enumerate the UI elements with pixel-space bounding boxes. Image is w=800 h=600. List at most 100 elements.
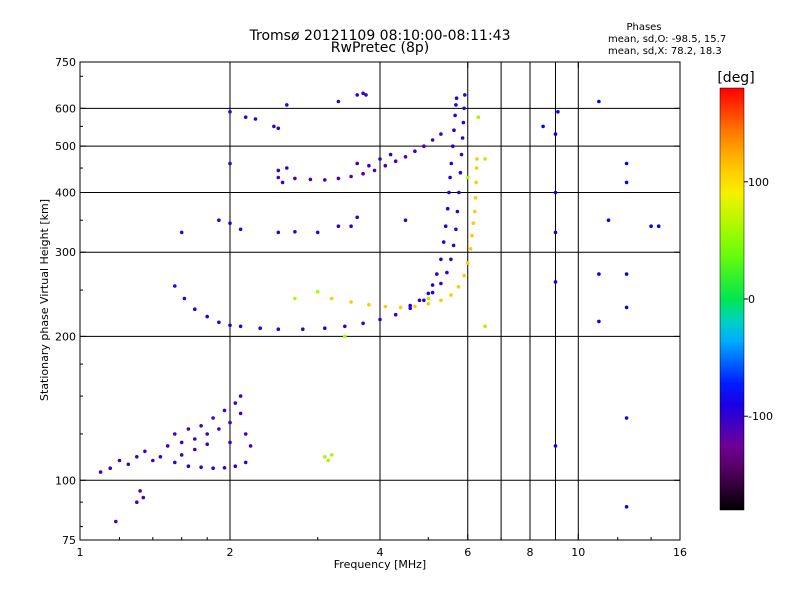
data-point (474, 166, 479, 170)
data-point (228, 221, 232, 225)
data-point (361, 91, 365, 96)
x-tick-label: 6 (464, 546, 471, 559)
data-point (243, 460, 248, 465)
data-point (222, 466, 227, 470)
x-tick-label: 10 (571, 546, 585, 559)
x-tick-label: 16 (673, 546, 687, 559)
data-point (408, 303, 413, 308)
data-point (483, 157, 487, 161)
data-point (556, 110, 560, 114)
data-point (388, 152, 393, 157)
data-point (349, 174, 353, 179)
data-point (372, 168, 377, 173)
data-point (413, 304, 417, 309)
data-point (454, 227, 458, 232)
data-point (233, 401, 238, 405)
colorbar-tick-label: -100 (748, 410, 773, 423)
data-point (474, 180, 479, 185)
colorbar-bar (719, 87, 745, 511)
grid-layer (80, 62, 680, 540)
data-point (238, 394, 243, 398)
data-point (217, 320, 221, 325)
x-tick-label: 8 (527, 546, 534, 559)
data-point (355, 215, 360, 220)
data-point (238, 324, 243, 329)
data-point (193, 447, 197, 452)
data-point (541, 124, 545, 129)
axes-layer: 1 2 4 6 8 10 16 75 100 200 300 400 500 600 750 (55, 56, 687, 559)
data-point (475, 157, 479, 161)
data-point (624, 272, 629, 276)
data-point (393, 312, 398, 317)
data-point (413, 149, 417, 153)
data-point (383, 304, 388, 309)
data-point (117, 458, 122, 463)
data-point (138, 489, 142, 493)
data-point (422, 298, 426, 303)
data-point (165, 444, 170, 448)
data-point (361, 171, 365, 176)
data-point (193, 307, 197, 312)
data-point (445, 206, 450, 211)
data-point (143, 449, 147, 454)
data-point (186, 427, 191, 431)
data-point (367, 163, 371, 168)
data-point (315, 289, 320, 294)
data-point (276, 175, 281, 180)
y-tick-label: 500 (55, 140, 76, 153)
data-point (179, 230, 184, 235)
data-point (624, 505, 629, 509)
data-point (228, 161, 232, 166)
data-point (276, 126, 281, 131)
data-point (343, 334, 347, 339)
data-point (276, 230, 281, 235)
colorbar-tick-label: 0 (748, 293, 755, 306)
data-point (465, 261, 470, 265)
x-tick-label: 1 (77, 546, 84, 559)
data-point (398, 305, 403, 310)
data-point (451, 144, 455, 148)
data-point (403, 218, 408, 222)
data-point (471, 221, 476, 225)
data-point (211, 416, 215, 420)
data-point (606, 218, 611, 222)
data-point (98, 470, 103, 474)
data-point (460, 136, 465, 140)
data-point (553, 230, 558, 235)
data-point (280, 180, 285, 185)
data-point (211, 466, 215, 471)
data-point (108, 466, 112, 471)
data-point (323, 455, 327, 459)
points-layer (98, 91, 661, 524)
data-point (199, 465, 203, 470)
data-point (462, 273, 466, 278)
data-point (426, 291, 431, 296)
data-point (336, 176, 341, 181)
data-point (439, 257, 443, 262)
data-point (336, 99, 341, 104)
data-point (323, 178, 327, 182)
data-point (173, 284, 177, 288)
data-point (205, 314, 209, 319)
stats-title: Phases (626, 22, 661, 33)
data-point (454, 103, 458, 107)
data-point (179, 453, 184, 457)
data-point (473, 209, 477, 214)
y-axis-label: Stationary phase Virtual Height [km] (38, 199, 51, 401)
data-point (329, 453, 334, 457)
data-point (624, 180, 629, 185)
data-point (470, 233, 474, 238)
data-point (179, 440, 184, 445)
data-point (597, 272, 601, 276)
data-point (349, 224, 353, 228)
x-tick-label: 4 (377, 546, 384, 559)
data-point (455, 209, 460, 214)
data-point (205, 432, 209, 436)
data-point (308, 177, 313, 182)
colorbar: 100 0 -100 (719, 87, 773, 511)
data-point (253, 117, 258, 121)
data-point (217, 427, 221, 431)
data-point (553, 280, 558, 284)
data-point (465, 175, 470, 180)
